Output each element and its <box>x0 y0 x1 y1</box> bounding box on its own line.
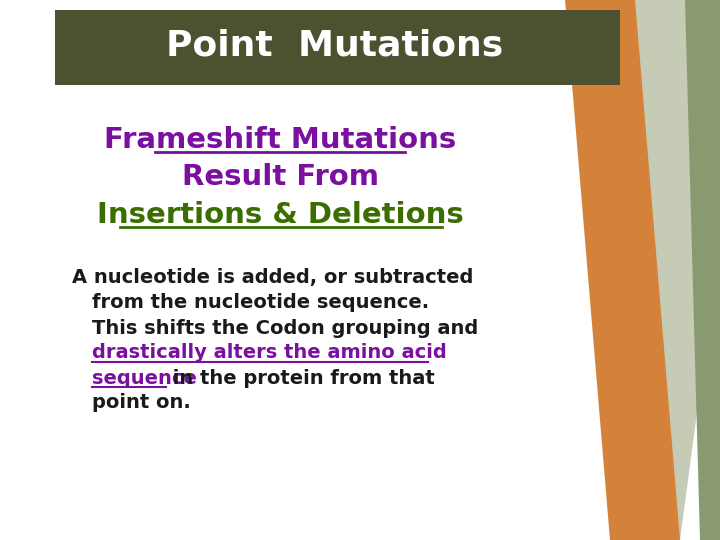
Text: Result From: Result From <box>181 163 379 191</box>
Text: Insertions & Deletions: Insertions & Deletions <box>96 201 464 229</box>
Text: from the nucleotide sequence.: from the nucleotide sequence. <box>92 294 429 313</box>
FancyBboxPatch shape <box>55 10 620 85</box>
Text: in the protein from that: in the protein from that <box>166 368 435 388</box>
Text: Point  Mutations: Point Mutations <box>166 28 503 62</box>
Polygon shape <box>620 0 720 540</box>
Polygon shape <box>685 0 720 540</box>
Text: point on.: point on. <box>92 394 191 413</box>
Text: This shifts the Codon grouping and: This shifts the Codon grouping and <box>92 319 478 338</box>
Text: A nucleotide is added, or subtracted: A nucleotide is added, or subtracted <box>72 268 473 287</box>
Polygon shape <box>565 0 680 540</box>
Text: sequence: sequence <box>92 368 197 388</box>
Text: drastically alters the amino acid: drastically alters the amino acid <box>92 343 446 362</box>
Text: Frameshift Mutations: Frameshift Mutations <box>104 126 456 154</box>
